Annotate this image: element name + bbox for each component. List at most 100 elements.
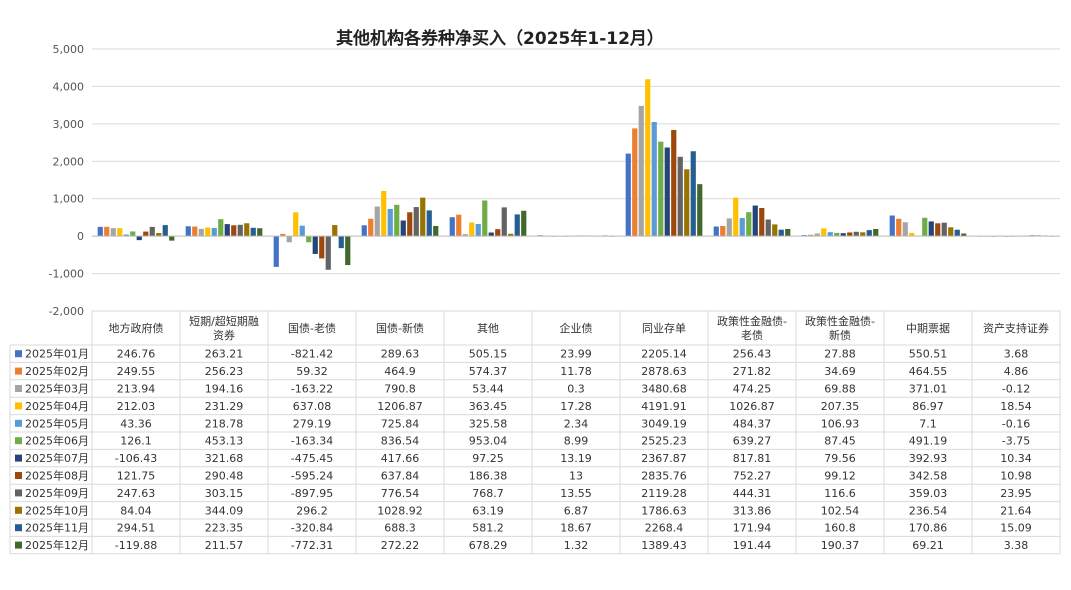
y-tick-label: 4,000 [53,80,85,93]
bar [922,217,928,237]
bar [237,224,243,237]
series-name: 2025年10月 [25,503,89,517]
bar [488,232,494,237]
data-label: 23.95 [1000,487,1032,500]
bar [720,225,726,237]
data-label: 21.64 [1000,504,1032,517]
category-label: 政策性金融债- [717,314,787,328]
bar [684,169,690,237]
data-label: 0.3 [567,383,585,396]
legend-key [15,385,22,392]
data-label: -772.31 [291,539,333,552]
data-label: 325.58 [469,417,508,430]
data-label: -3.75 [1002,435,1030,448]
data-label: 263.21 [205,348,244,361]
data-label: 97.25 [472,452,504,465]
bar [368,218,374,237]
series-name: 2025年01月 [25,347,89,361]
bar [475,223,481,237]
data-label: 313.86 [733,504,772,517]
bar [645,79,651,237]
category-label: 国债-老债 [288,321,336,335]
data-label: 1786.63 [641,504,687,517]
series-name: 2025年06月 [25,434,89,448]
data-label: 15.09 [1000,522,1032,535]
data-label: 59.32 [296,365,328,378]
data-label: 84.04 [120,504,152,517]
data-label: 212.03 [117,400,156,413]
y-tick-label: 3,000 [53,118,85,131]
bar [156,232,162,237]
bar [123,234,129,237]
bar [889,215,895,237]
bar [941,222,947,237]
data-label: 2525.23 [641,435,687,448]
data-label: 13.55 [560,487,592,500]
data-label: 6.87 [564,504,589,517]
data-label: 43.36 [120,417,152,430]
data-label: 725.84 [381,417,420,430]
data-label: 2367.87 [641,452,687,465]
bar [469,222,475,237]
bar [361,225,367,237]
data-label: 3.38 [1004,539,1029,552]
data-label: 790.8 [384,383,416,396]
bar [198,228,204,237]
category-label: 资券 [213,328,235,342]
data-label: 2119.28 [641,487,687,500]
bar [853,231,859,237]
data-label: -0.16 [1002,417,1030,430]
data-label: 3480.68 [641,383,687,396]
bar [345,236,351,266]
data-label: 464.55 [909,365,948,378]
bar [293,212,299,237]
category-label: 同业存单 [642,321,686,335]
legend-key [15,367,22,375]
bar [192,226,198,237]
data-label: 444.31 [733,487,772,500]
data-label: -821.42 [291,348,333,361]
bar [638,105,644,237]
data-label: 23.99 [560,348,592,361]
data-label: 550.51 [909,348,948,361]
data-label: 776.54 [381,487,420,500]
data-label: 116.6 [824,487,856,500]
data-label: 371.01 [909,383,948,396]
data-label: 296.2 [296,504,328,517]
bar [218,219,224,237]
data-label: 637.08 [293,400,332,413]
legend-key [15,437,22,445]
data-label: 953.04 [469,435,508,448]
data-label: 106.93 [821,417,860,430]
bar [312,236,318,254]
bar [387,208,393,237]
series-name: 2025年09月 [25,486,89,500]
bar [456,214,462,237]
data-label: 678.29 [469,539,508,552]
legend-key [15,541,22,549]
bar [733,197,739,237]
category-label: 政策性金融债- [805,314,875,328]
bar [778,229,784,237]
data-label: 1026.87 [729,400,775,413]
data-label: 2205.14 [641,348,687,361]
bar [902,222,908,237]
bar [739,218,745,237]
bar [521,210,527,237]
chart-title: 其他机构各券种净买入（2025年1-12月） [336,29,664,49]
data-label: 247.63 [117,487,156,500]
bar [407,212,413,237]
bar [935,223,941,237]
data-label: 817.81 [733,452,772,465]
bar [413,207,419,237]
data-label: 290.48 [205,470,244,483]
bar [319,236,325,259]
bar [338,236,344,249]
data-label: 213.94 [117,383,156,396]
data-label: 491.19 [909,435,948,448]
legend-key [15,506,22,514]
data-label: -163.34 [291,435,333,448]
bar [677,156,683,237]
data-label: 574.37 [469,365,508,378]
